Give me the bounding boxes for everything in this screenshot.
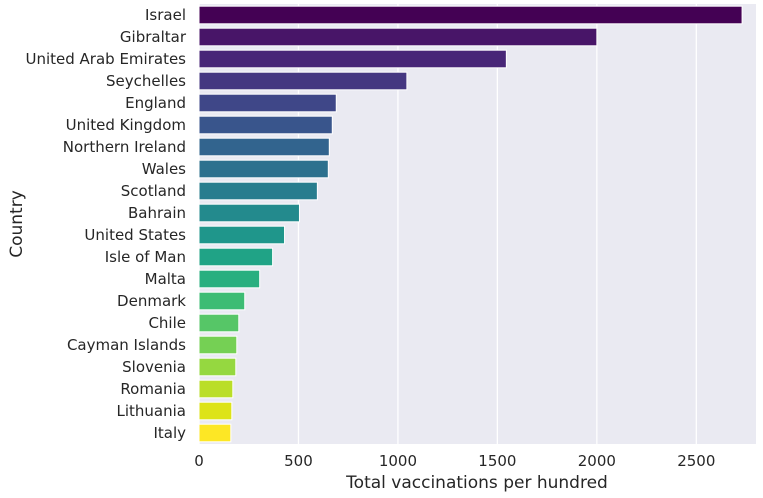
y-tick-label: United Kingdom [66, 116, 186, 134]
y-tick-label: United Arab Emirates [25, 50, 186, 68]
y-tick-label: Cayman Islands [67, 336, 186, 354]
y-tick-label: Seychelles [106, 72, 186, 90]
bar-england [198, 93, 337, 113]
y-axis-title: Country [7, 190, 27, 258]
bar-united-arab-emirates [198, 49, 507, 69]
y-tick-label: Chile [148, 314, 186, 332]
bar-united-kingdom [198, 115, 333, 135]
y-tick-label: Gibraltar [120, 28, 187, 46]
y-tick-label: Romania [120, 380, 186, 398]
bar-lithuania [198, 401, 233, 421]
bar-wales [198, 159, 329, 179]
bars [198, 5, 743, 443]
y-tick-label: Israel [145, 6, 186, 24]
x-tick-labels: 0 500 1000 1500 2000 2500 [194, 452, 715, 470]
x-tick-label: 0 [194, 452, 204, 470]
y-tick-label: Northern Ireland [63, 138, 186, 156]
bar-israel [198, 5, 743, 25]
bar-chile [198, 313, 240, 333]
y-tick-label: United States [84, 226, 186, 244]
bar-seychelles [198, 71, 408, 91]
x-tick-label: 1500 [478, 452, 516, 470]
y-tick-labels: Israel Gibraltar United Arab Emirates Seych… [25, 6, 186, 442]
x-tick-label: 1000 [379, 452, 417, 470]
x-tick-label: 2500 [677, 452, 715, 470]
bar-northern-ireland [198, 137, 330, 157]
bar-united-states [198, 225, 286, 245]
x-tick-label: 500 [284, 452, 313, 470]
bar-slovenia [198, 357, 237, 377]
bar-scotland [198, 181, 318, 201]
y-tick-label: Wales [142, 160, 186, 178]
bar-isle-of-man [198, 247, 274, 267]
y-tick-label: Bahrain [128, 204, 186, 222]
bar-romania [198, 379, 234, 399]
x-tick-label: 2000 [578, 452, 616, 470]
bar-italy [198, 423, 232, 443]
y-tick-label: Italy [153, 424, 186, 442]
y-tick-label: Slovenia [122, 358, 186, 376]
bar-cayman-islands [198, 335, 238, 355]
y-tick-label: Lithuania [117, 402, 186, 420]
bar-denmark [198, 291, 246, 311]
y-tick-label: Malta [145, 270, 186, 288]
plot-background [199, 4, 756, 444]
x-axis-title: Total vaccinations per hundred [345, 473, 608, 493]
bar-gibraltar [198, 27, 598, 47]
bar-malta [198, 269, 261, 289]
y-tick-label: Denmark [117, 292, 186, 310]
y-tick-label: England [125, 94, 186, 112]
y-tick-label: Scotland [121, 182, 186, 200]
y-tick-label: Isle of Man [105, 248, 186, 266]
bar-bahrain [198, 203, 300, 223]
